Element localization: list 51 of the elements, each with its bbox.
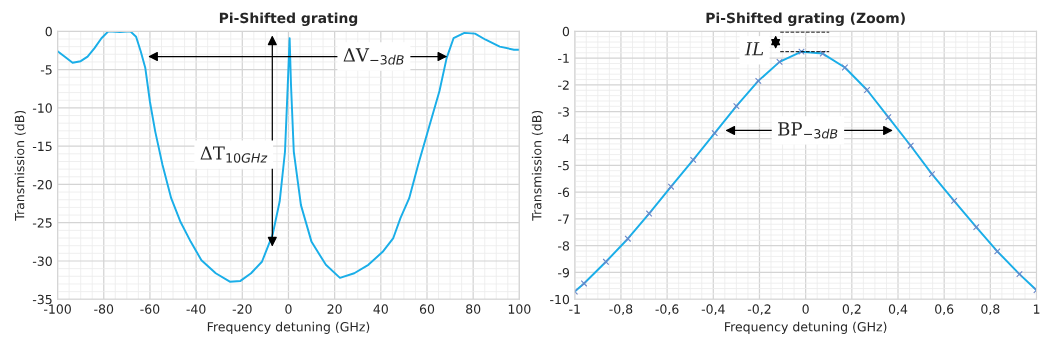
x-tick-label: -40 [186, 304, 206, 314]
y-tick-label: -35 [32, 294, 52, 305]
y-tick-label: -5 [40, 65, 52, 75]
x-tick-label: 100 [508, 304, 531, 314]
x-tick-label: -0,8 [609, 304, 633, 316]
y-tick-label: -2 [558, 80, 569, 90]
x-tick-label: -1 [569, 304, 580, 314]
chart-title: Pi-Shifted grating [219, 12, 358, 26]
x-tick-label: 0,8 [981, 304, 1000, 316]
annotation: IL [744, 42, 764, 56]
y-tick-label: -30 [32, 256, 52, 266]
annotation: ΔT$_{10GHz}$ [200, 146, 268, 163]
annotation: ΔV$_{−3dB}$ [343, 48, 404, 65]
y-axis-title: Transmission (dB) [531, 110, 543, 221]
y-tick-label: 0 [45, 26, 52, 37]
x-tick-label: 0 [285, 304, 292, 314]
x-tick-label: -0,4 [701, 304, 725, 316]
y-tick-label: -8 [558, 241, 570, 251]
x-tick-label: 60 [419, 304, 435, 314]
annotation: BP$_{−3dB}$ [778, 122, 838, 139]
x-tick-label: -80 [94, 304, 114, 314]
x-tick-label: 0,4 [888, 304, 908, 316]
y-tick-label: -25 [32, 218, 52, 228]
y-tick-label: -6 [558, 187, 570, 198]
x-tick-label: 0,6 [935, 304, 954, 316]
x-tick-label: -0,6 [655, 304, 679, 316]
chart-title: Pi-Shifted grating (Zoom) [706, 12, 905, 26]
y-tick-label: -7 [558, 214, 569, 224]
y-tick-label: 0 [562, 26, 570, 37]
y-tick-label: -20 [32, 179, 52, 190]
y-axis-title: Transmission (dB) [14, 110, 26, 221]
y-tick-label: -9 [558, 267, 570, 278]
x-tick-label: 1 [1033, 304, 1040, 314]
x-tick-label: -20 [232, 304, 252, 314]
y-tick-label: -3 [558, 107, 569, 117]
y-tick-label: -5 [558, 160, 569, 171]
x-tick-label: -0,2 [747, 304, 771, 316]
x-tick-label: 0,2 [842, 304, 861, 316]
y-tick-label: -1 [558, 53, 569, 63]
y-tick-label: -10 [550, 294, 570, 305]
x-axis-title: Frequency detuning (GHz) [725, 321, 887, 334]
x-tick-label: 80 [466, 304, 481, 314]
x-tick-label: 20 [327, 304, 342, 314]
y-tick-label: -15 [32, 141, 52, 152]
x-tick-label: -100 [44, 304, 71, 314]
x-tick-label: 40 [373, 304, 388, 314]
y-tick-label: -10 [32, 103, 52, 113]
x-tick-label: 0 [802, 304, 809, 314]
x-axis-title: Frequency detuning (GHz) [207, 321, 370, 334]
x-tick-label: -60 [140, 304, 160, 314]
y-tick-label: -4 [558, 134, 570, 144]
